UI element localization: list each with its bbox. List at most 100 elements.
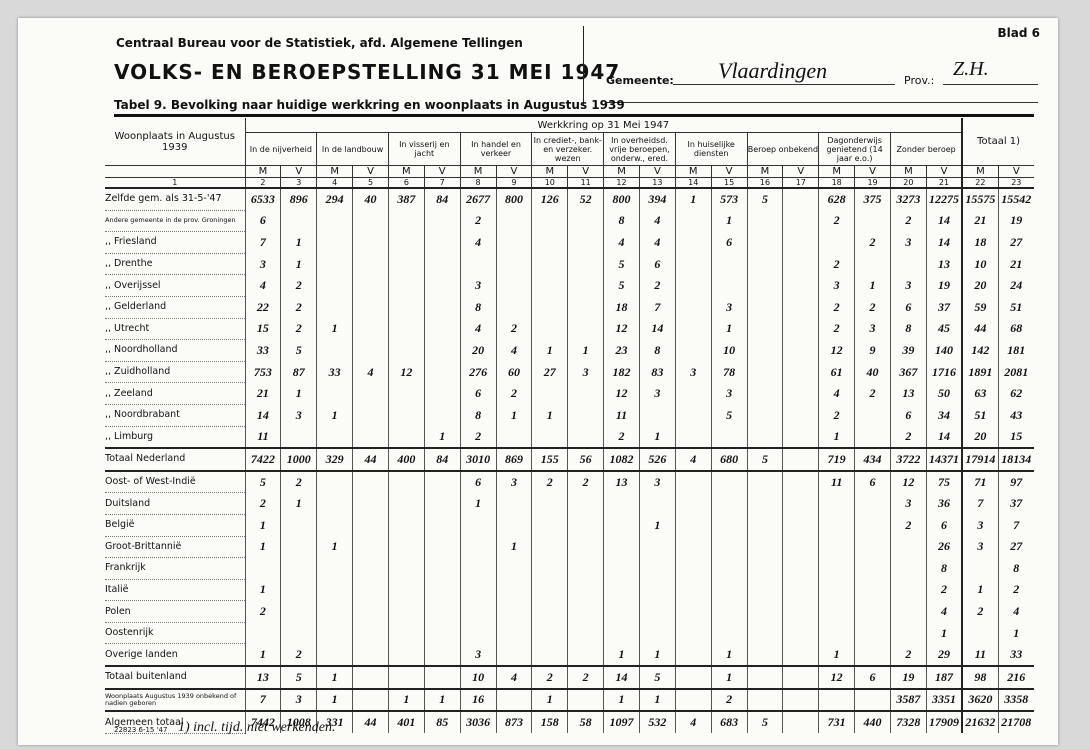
cell (316, 514, 353, 536)
cell: 1 (459, 492, 497, 515)
cell: 387 (387, 188, 425, 211)
cell: 50 (925, 382, 963, 405)
cell (316, 382, 353, 405)
cell: 63 (961, 382, 999, 405)
cell (423, 253, 461, 275)
sex-label: M (244, 165, 281, 178)
cell (352, 557, 389, 580)
cell: 8 (889, 318, 927, 340)
cell: 4 (674, 447, 712, 471)
group-name: Beroep onbekend (746, 132, 819, 166)
cell (531, 492, 568, 515)
cell: 1 (710, 210, 748, 232)
cell: 78 (710, 361, 748, 383)
cell: 1 (710, 318, 748, 340)
sex-label: M (961, 165, 999, 178)
cell (387, 253, 425, 275)
cell: 62 (997, 382, 1034, 405)
cell (531, 426, 568, 449)
cell: 18 (961, 231, 999, 254)
cell (280, 579, 317, 601)
cell (387, 318, 425, 340)
cell (674, 231, 712, 254)
municipality: Vlaardingen (718, 58, 828, 83)
cell (782, 622, 819, 644)
sex-label: V (710, 165, 748, 178)
cell (352, 643, 389, 667)
cell: 21632 (961, 710, 999, 734)
cell: 2 (818, 318, 855, 340)
cell: 1 (531, 339, 568, 362)
sex-label: M (603, 165, 640, 178)
group-name: In handel en verkeer (459, 132, 532, 166)
cell: 5 (280, 339, 317, 362)
cell (818, 492, 855, 515)
cell (423, 382, 461, 405)
cell (854, 492, 891, 515)
cell: 869 (495, 447, 532, 471)
cell: 14 (925, 210, 963, 232)
cell: 6 (459, 382, 497, 405)
table-row: Andere gemeente in de prov. Groningen 6 2 8… (105, 210, 1034, 233)
cell: 6 (459, 469, 497, 493)
cell (782, 188, 819, 211)
table-row: ,, Zeeland 21 1 6 2 12 3 3 4 2 13 50 63 62 (105, 382, 1034, 405)
cell: 59 (961, 296, 999, 319)
column-number: 8 (459, 177, 497, 189)
cell: 5 (638, 665, 676, 689)
table-row: ,, Drenthe 3 1 5 6 2 13 10 21 (105, 253, 1034, 276)
cell: 3 (567, 361, 604, 383)
cell: 14 (603, 665, 640, 689)
cell (746, 643, 783, 667)
cell (746, 231, 783, 254)
cell: 5 (603, 274, 640, 297)
row-label: ,, Drenthe (105, 253, 245, 276)
cell (782, 447, 819, 471)
blank (105, 165, 245, 178)
cell: 83 (638, 361, 676, 383)
cell: 719 (818, 447, 855, 471)
cell (746, 339, 783, 362)
cell: 1 (638, 687, 676, 712)
cell: 440 (854, 710, 891, 734)
cell: 4 (603, 231, 640, 254)
cell (782, 296, 819, 319)
cell: 6 (710, 231, 748, 254)
cell (495, 514, 532, 536)
table-head: Woonplaats in Augustus 1939 Werkkring op … (105, 118, 1034, 189)
cell (782, 339, 819, 362)
row-label: Overige landen (105, 643, 245, 667)
cell: 2 (495, 318, 532, 340)
cell (746, 296, 783, 319)
cell (889, 253, 927, 275)
cell: 367 (889, 361, 927, 383)
cell: 24 (997, 274, 1034, 297)
cell: 1 (423, 426, 461, 449)
cell (387, 339, 425, 362)
cell (782, 687, 819, 712)
cell: 45 (925, 318, 963, 340)
cell (387, 622, 425, 644)
cell: 400 (387, 447, 425, 471)
cell: 3 (638, 382, 676, 405)
cell: 1 (997, 622, 1034, 644)
sex-label: V (280, 165, 317, 178)
cell: 26 (925, 536, 963, 558)
cell: 3 (854, 318, 891, 340)
cell: 2 (244, 492, 281, 515)
cell (854, 536, 891, 558)
cell (387, 579, 425, 601)
cell: 2 (531, 469, 568, 493)
group-name: In de nijverheid (244, 132, 317, 166)
cell: 7442 (244, 710, 281, 734)
cell: 5 (244, 469, 281, 493)
sex-label: M (818, 165, 855, 178)
cell (818, 557, 855, 580)
cell (352, 231, 389, 254)
table-row: ,, Limburg 11 1 2 2 1 1 2 14 20 15 (105, 426, 1034, 449)
cell (854, 687, 891, 712)
cell: 2 (854, 231, 891, 254)
cell: 75 (925, 469, 963, 493)
sex-label: V (352, 165, 389, 178)
